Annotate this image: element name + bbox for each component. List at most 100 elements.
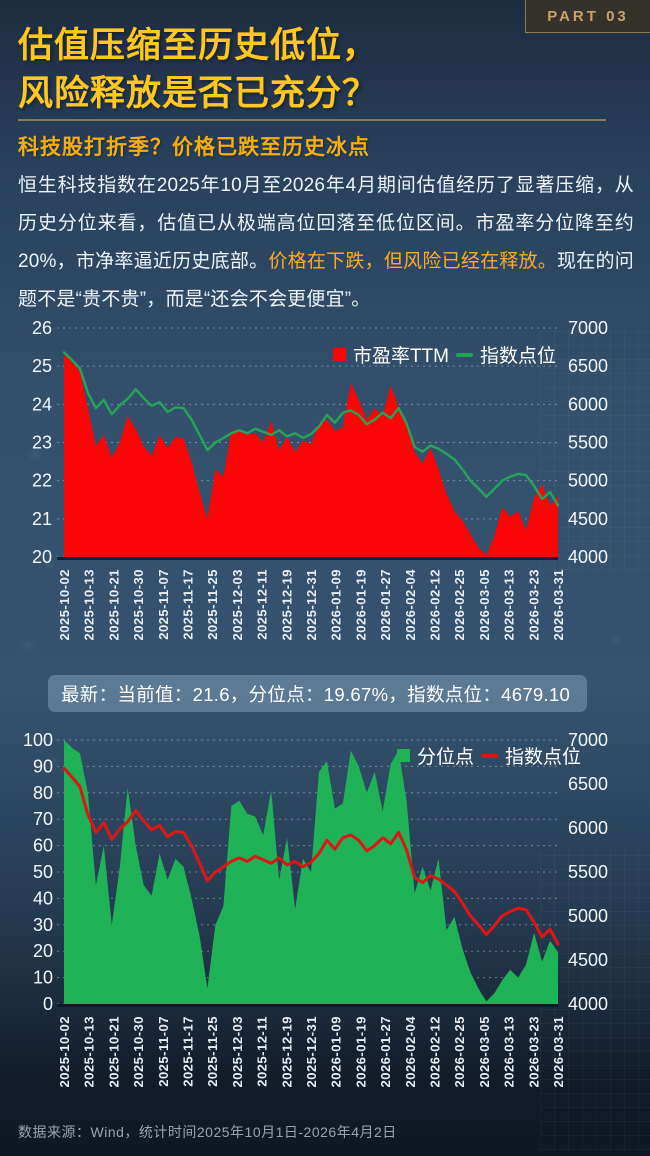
x-axis-date-label: 2025-12-11 — [255, 569, 270, 640]
x-axis-date-label: 2025-12-19 — [279, 569, 294, 641]
x-axis-date-label: 2026-02-04 — [403, 1016, 418, 1088]
right-axis-tick-label: 5500 — [568, 433, 608, 453]
x-axis-date-label: 2025-12-03 — [230, 569, 245, 641]
x-axis-date-label: 2026-03-13 — [502, 569, 517, 641]
x-axis-date-label: 2025-10-02 — [57, 1016, 72, 1088]
x-axis-date-label: 2025-10-02 — [57, 569, 72, 641]
chart-legend: 分位点 指数点位 — [396, 742, 581, 769]
legend-line-swatch — [455, 352, 473, 357]
x-axis-date-label: 2025-12-03 — [230, 1016, 245, 1088]
x-axis-line — [57, 557, 558, 560]
x-axis-date-label: 2025-11-07 — [156, 569, 171, 640]
percentile-chart: 100 90 80 70 60 50 40 30 20 10 0 7000 6500 6000 5500 50… — [0, 720, 650, 1112]
x-axis-date-label: 2026-02-12 — [428, 1016, 443, 1088]
series-line-1 — [62, 766, 560, 946]
left-axis-tick-label: 10 — [33, 968, 53, 988]
section-subtitle: 科技股打折季？价格已跌至历史冰点 — [18, 136, 370, 159]
page-title-line1: 估值压缩至历史低位， — [18, 26, 379, 65]
latest-summary-bar: 最新：当前值：21.6，分位点：19.67%，指数点位：4679.10 — [48, 675, 587, 712]
right-axis-tick-label: 4000 — [568, 547, 608, 567]
x-axis-line — [57, 1004, 558, 1007]
x-axis-date-label: 2026-01-19 — [353, 1016, 368, 1088]
left-axis-tick-label: 50 — [33, 862, 53, 882]
legend-label: 指数点位 — [479, 346, 556, 367]
right-axis-tick-label: 6000 — [568, 394, 608, 414]
body-paragraph: 恒生科技指数在2025年10月至2026年4月期间估值经历了显著压缩，从历史分位… — [18, 167, 634, 319]
x-axis-date-label: 2026-01-27 — [378, 1016, 393, 1088]
x-axis-date-label: 2025-11-17 — [181, 569, 196, 640]
legend-line-swatch — [480, 753, 498, 758]
left-axis-tick-label: 30 — [33, 915, 53, 935]
title-divider — [18, 119, 606, 121]
left-axis-tick-label: 26 — [32, 318, 52, 338]
right-axis-tick-label: 5000 — [568, 471, 608, 491]
left-axis-tick-label: 90 — [33, 756, 53, 776]
body-text: 恒生科技指数在2025年10月至2026年4月期间估值经历了显著压缩，从历史分位… — [18, 175, 634, 272]
legend-label: 分位点 — [416, 747, 474, 768]
x-axis-date-label: 2026-02-12 — [428, 569, 443, 641]
left-axis-tick-label: 23 — [32, 433, 52, 453]
x-axis-date-label: 2026-02-25 — [452, 1016, 467, 1088]
left-axis-tick-label: 80 — [33, 783, 53, 803]
x-axis-date-label: 2025-11-17 — [181, 1016, 196, 1087]
left-axis-tick-label: 21 — [32, 509, 52, 529]
left-axis-tick-label: 70 — [33, 809, 53, 829]
x-axis-date-label: 2025-12-31 — [304, 569, 319, 641]
right-axis-tick-label: 5000 — [568, 906, 608, 926]
x-axis-date-label: 2025-10-21 — [106, 1016, 121, 1088]
x-axis-date-label: 2026-03-13 — [502, 1016, 517, 1088]
x-axis-date-label: 2025-10-21 — [106, 569, 121, 641]
part-badge: PART 03 — [525, 0, 650, 33]
x-axis-date-label: 2025-12-19 — [279, 1016, 294, 1088]
pe-ttm-chart: 26 25 24 23 22 21 20 7000 6500 6000 5500 5000 4500 40… — [0, 315, 650, 668]
legend-area-swatch — [332, 348, 346, 361]
left-axis-tick-label: 60 — [33, 836, 53, 856]
right-axis-tick-label: 6000 — [568, 818, 608, 838]
x-axis-date-label: 2026-02-04 — [403, 569, 418, 641]
series-line-1 — [62, 351, 560, 507]
right-axis-tick-label: 4500 — [568, 950, 608, 970]
legend-area-swatch — [396, 749, 410, 762]
left-axis-tick-label: 25 — [32, 356, 52, 376]
legend-label: 市盈率TTM — [352, 346, 449, 367]
left-axis-tick-label: 22 — [32, 471, 52, 491]
right-axis-tick-label: 6500 — [568, 356, 608, 376]
x-axis-date-label: 2026-03-23 — [526, 1016, 541, 1088]
x-axis-date-label: 2025-12-11 — [255, 1016, 270, 1087]
x-axis-date-label: 2026-01-09 — [329, 569, 344, 641]
page-title: 估值压缩至历史低位， 风险释放是否已充分？ — [18, 22, 378, 118]
right-axis-tick-label: 4000 — [568, 994, 608, 1014]
right-axis-tick-label: 6500 — [568, 774, 608, 794]
x-axis-date-label: 2025-10-30 — [131, 569, 146, 641]
x-axis-date-label: 2026-01-19 — [353, 569, 368, 641]
x-axis-date-label: 2026-03-05 — [477, 569, 492, 641]
x-axis-date-label: 2025-11-07 — [156, 1016, 171, 1087]
right-axis-tick-label: 4500 — [568, 509, 608, 529]
x-axis-date-label: 2026-03-31 — [551, 1016, 566, 1088]
body-text-highlight: 价格在下跌，但风险已经在释放。 — [268, 251, 558, 272]
legend-label: 指数点位 — [504, 747, 581, 768]
x-axis-date-label: 2025-11-25 — [205, 569, 220, 640]
x-axis-date-label: 2025-12-31 — [304, 1016, 319, 1088]
x-axis-date-label: 2026-03-23 — [526, 569, 541, 641]
x-axis-date-label: 2026-02-25 — [452, 569, 467, 641]
right-axis-tick-label: 7000 — [568, 318, 608, 338]
left-axis-tick-label: 40 — [33, 888, 53, 908]
x-axis-date-label: 2026-03-31 — [551, 569, 566, 641]
percentile-chart-canvas: 1009080706050403020100700065006000550050… — [23, 730, 608, 1088]
x-axis-date-label: 2026-01-09 — [329, 1016, 344, 1088]
page-title-line2: 风险释放是否已充分？ — [18, 74, 379, 113]
right-axis-tick-label: 7000 — [568, 730, 608, 750]
chart-legend: 市盈率TTM 指数点位 — [332, 341, 556, 368]
x-axis-date-label: 2025-10-13 — [82, 1016, 97, 1088]
right-axis-tick-label: 5500 — [568, 862, 608, 882]
x-axis-date-label: 2026-03-05 — [477, 1016, 492, 1088]
x-axis-date-label: 2025-10-30 — [131, 1016, 146, 1088]
data-source-note: 数据来源：Wind，统计时间2025年10月1日-2026年4月2日 — [18, 1124, 397, 1140]
series-area-0 — [64, 352, 558, 557]
x-axis-date-label: 2025-11-25 — [205, 1016, 220, 1087]
left-axis-tick-label: 0 — [43, 994, 53, 1014]
x-axis-date-label: 2026-01-27 — [378, 569, 393, 641]
part-badge-label: PART 03 — [547, 7, 629, 25]
